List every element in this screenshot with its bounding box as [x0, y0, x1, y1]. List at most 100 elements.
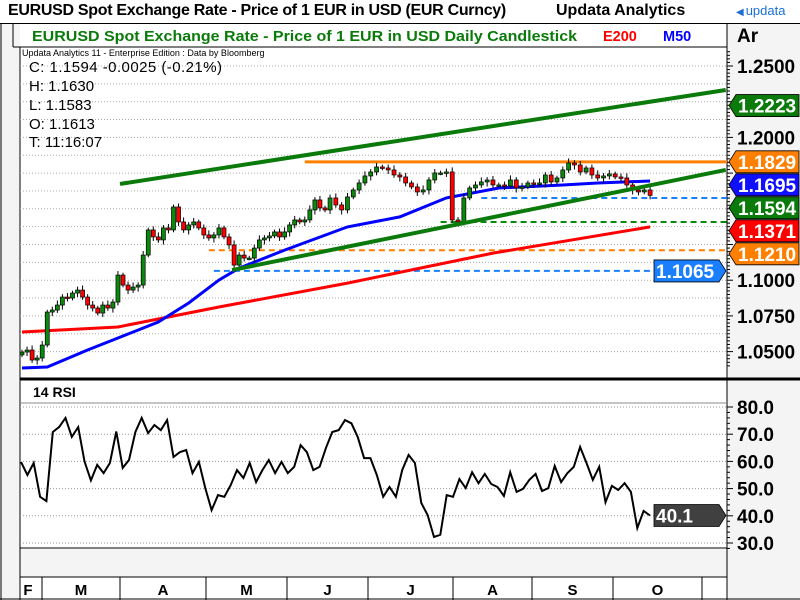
- candle-body: [624, 177, 630, 186]
- candle: [150, 226, 156, 241]
- candle: [85, 294, 91, 310]
- candle: [397, 172, 403, 182]
- price-tag[interactable]: 1.1371: [728, 219, 800, 243]
- month-label: M: [75, 582, 88, 599]
- price-tag[interactable]: 1.1065: [653, 259, 727, 283]
- candle: [135, 282, 141, 292]
- candle-body: [350, 189, 356, 198]
- candle: [241, 251, 247, 262]
- rsi-value-tag[interactable]: 40.1: [653, 504, 727, 528]
- candle-body: [467, 187, 473, 199]
- candle: [110, 299, 116, 313]
- candle-body: [391, 169, 397, 176]
- candle-body: [601, 175, 606, 179]
- candle: [65, 293, 70, 302]
- month-label: J: [323, 582, 331, 599]
- candle-body: [409, 182, 414, 188]
- candle-body: [145, 229, 151, 256]
- candle-body: [356, 182, 362, 191]
- candle-body: [176, 206, 181, 223]
- candle-body: [186, 224, 191, 231]
- candle-body: [473, 184, 478, 189]
- price-axis-panel[interactable]: [727, 24, 800, 600]
- rsi-line: [20, 415, 651, 539]
- ohlc-close: C: 1.1594 -0.0025 (-0.21%): [29, 59, 222, 76]
- candle: [502, 181, 507, 190]
- candle-body: [150, 229, 156, 238]
- price-tag[interactable]: 1.1210: [728, 242, 800, 266]
- candle-body: [438, 172, 443, 175]
- month-label: O: [652, 582, 664, 599]
- price-axis-label: 1.2500: [737, 57, 795, 78]
- candle-body: [257, 239, 262, 249]
- level-lines: [208, 160, 727, 272]
- candle-body: [110, 301, 116, 309]
- candle: [612, 171, 618, 180]
- candle: [618, 173, 624, 182]
- candle-body: [647, 189, 653, 196]
- candle-body: [397, 174, 403, 178]
- candle-body: [607, 173, 612, 177]
- candle: [257, 235, 262, 251]
- price-axis-labels: 1.2500 1.2000 1.1000 1.0750 1.0500: [737, 57, 795, 364]
- trendline[interactable]: [119, 88, 727, 186]
- candle-body: [542, 174, 548, 184]
- price-tag[interactable]: 1.1829: [728, 150, 800, 174]
- price-tag-label: 1.1594: [738, 199, 797, 220]
- candle-body: [496, 184, 502, 187]
- candle: [322, 205, 328, 213]
- rsi-axis-label: 50.0: [737, 480, 774, 501]
- candle-body: [196, 221, 202, 229]
- price-tag[interactable]: 1.2223: [728, 94, 800, 118]
- candle-body: [206, 234, 212, 239]
- trendline[interactable]: [231, 167, 727, 273]
- candle: [327, 194, 333, 214]
- candle: [201, 224, 207, 239]
- price-tag[interactable]: 1.1695: [728, 173, 800, 197]
- candle: [267, 231, 272, 242]
- candle-body: [333, 197, 339, 206]
- left-margin: [0, 24, 20, 600]
- candle-body: [641, 189, 647, 193]
- month-label: M: [240, 582, 253, 599]
- candle-body: [267, 235, 272, 239]
- candle-body: [426, 179, 432, 191]
- ma-line-m50: [21, 179, 651, 370]
- candle: [589, 164, 595, 179]
- price-tag[interactable]: 1.1594: [728, 196, 800, 220]
- rsi-axis-label: 40.0: [737, 507, 774, 528]
- ohlc-time: T: 11:16:07: [29, 134, 102, 151]
- price-tag-shape: [728, 242, 800, 266]
- candle: [583, 165, 589, 175]
- candle-body: [484, 179, 490, 183]
- legend-e200[interactable]: E200: [603, 29, 637, 45]
- candle-body: [307, 209, 313, 221]
- candle-body: [140, 254, 146, 286]
- price-tag-label: 1.1210: [738, 245, 796, 266]
- candle: [374, 162, 379, 176]
- candle-body: [327, 197, 333, 211]
- candle: [24, 346, 30, 357]
- candle-body: [39, 344, 45, 359]
- candle: [391, 165, 397, 178]
- candle: [120, 272, 126, 288]
- candle-body: [105, 304, 111, 309]
- candle-body: [537, 182, 542, 185]
- candle: [251, 244, 257, 263]
- legend-m50[interactable]: M50: [663, 29, 691, 45]
- candle-body: [444, 171, 449, 174]
- candle-body: [80, 289, 85, 298]
- candle-body: [292, 219, 298, 226]
- spacer-band: [20, 549, 727, 577]
- candle-body: [166, 227, 171, 231]
- candle-body: [339, 204, 344, 211]
- candle: [607, 169, 612, 180]
- candle-body: [583, 167, 589, 173]
- ohlc-low: L: 1.1583: [29, 97, 92, 114]
- candle-body: [618, 176, 624, 179]
- candle: [176, 203, 181, 226]
- candle-body: [317, 199, 323, 209]
- price-tag-shape: [728, 150, 800, 174]
